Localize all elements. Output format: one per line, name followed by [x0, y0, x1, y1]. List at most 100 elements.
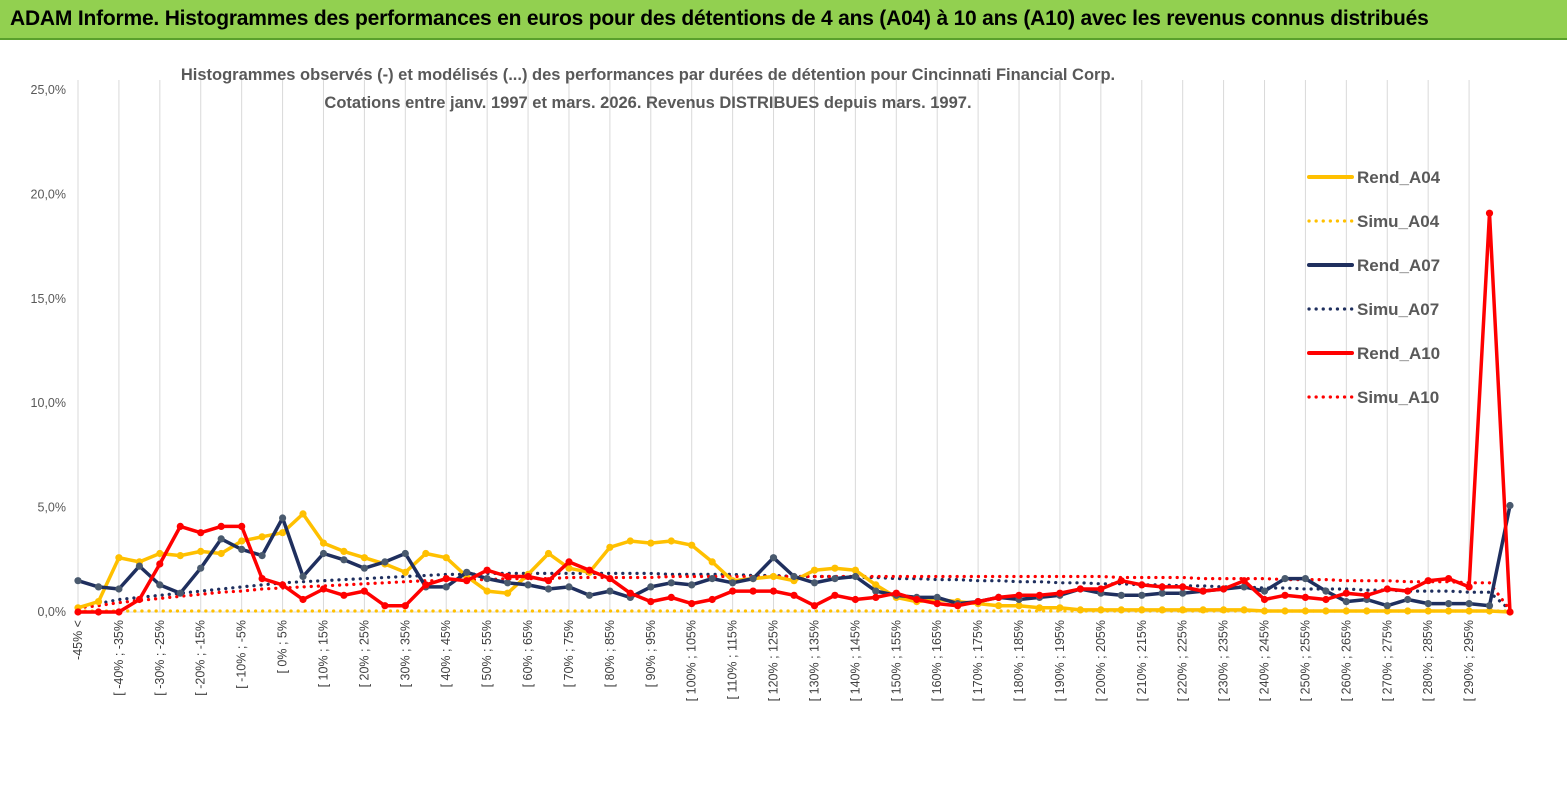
- data-point: [156, 581, 164, 589]
- data-point: [74, 608, 82, 616]
- series-rend-a07: [74, 501, 1514, 610]
- x-tick-label: [ 270% ; 275%: [1380, 620, 1394, 701]
- data-point: [1015, 591, 1023, 599]
- data-point: [1465, 583, 1473, 591]
- data-point: [115, 585, 123, 593]
- data-point: [810, 602, 819, 610]
- x-tick-label: [ 110% ; 115%: [726, 620, 740, 699]
- data-point: [933, 600, 941, 608]
- vertical-gridlines: [77, 80, 1470, 612]
- data-point: [626, 589, 634, 597]
- data-point: [1301, 593, 1309, 602]
- data-point: [749, 575, 757, 583]
- data-point: [606, 543, 614, 551]
- legend-label: Simu_A04: [1357, 212, 1440, 231]
- data-point: [1035, 604, 1044, 612]
- data-point: [790, 591, 798, 599]
- data-point: [1424, 577, 1432, 585]
- data-point: [442, 575, 450, 583]
- data-point: [1097, 606, 1105, 614]
- data-point: [422, 581, 430, 589]
- data-point: [238, 537, 246, 545]
- data-point: [606, 575, 614, 583]
- legend-label: Simu_A10: [1357, 388, 1439, 407]
- data-point: [1445, 607, 1453, 615]
- data-point: [463, 568, 471, 576]
- data-point: [319, 539, 328, 547]
- legend-label: Rend_A10: [1357, 344, 1440, 363]
- data-point: [94, 583, 103, 591]
- data-point: [442, 583, 450, 591]
- data-point: [544, 549, 553, 558]
- x-tick-label: [ 250% ; 255%: [1298, 620, 1312, 701]
- data-point: [872, 593, 880, 602]
- report-banner: ADAM Informe. Histogrammes des performan…: [0, 0, 1567, 40]
- data-point: [1485, 607, 1494, 615]
- y-tick-label: 20,0%: [31, 187, 66, 201]
- data-point: [217, 522, 225, 530]
- data-point: [1117, 577, 1125, 585]
- data-point: [360, 554, 368, 562]
- data-point: [851, 566, 860, 574]
- data-point: [1424, 607, 1432, 615]
- data-point: [1363, 591, 1371, 599]
- data-point: [340, 547, 348, 555]
- data-point: [1179, 589, 1187, 597]
- data-point: [1301, 607, 1309, 615]
- chart-title: Histogrammes observés (-) et modélisés (…: [181, 66, 1115, 84]
- data-point: [933, 593, 941, 602]
- x-tick-label: [ 70% ; 75%: [562, 620, 576, 687]
- data-point: [176, 552, 184, 560]
- x-tick-label: [ 130% ; 135%: [807, 620, 821, 701]
- data-point: [1076, 606, 1084, 614]
- x-tick-label: [ 0% ; 5%: [276, 620, 290, 674]
- data-point: [1281, 575, 1289, 583]
- data-point: [1260, 607, 1269, 615]
- data-point: [463, 577, 471, 585]
- x-axis: -45% < [ -40% ; -35% [ -30% ; -25% [ -20% ;…: [71, 620, 1476, 701]
- data-point: [197, 529, 205, 537]
- data-point: [544, 585, 553, 593]
- data-point: [1076, 585, 1084, 593]
- data-point: [1220, 606, 1228, 614]
- x-tick-label: [ 280% ; 285%: [1421, 620, 1435, 701]
- data-point: [1445, 575, 1453, 583]
- legend-label: Rend_A04: [1357, 168, 1441, 187]
- data-point: [381, 602, 389, 610]
- data-point: [1342, 607, 1350, 615]
- data-point: [544, 577, 553, 585]
- report-banner-title: ADAM Informe. Histogrammes des performan…: [10, 7, 1429, 30]
- data-point: [1404, 607, 1412, 615]
- x-tick-label: [ 210% ; 215%: [1135, 620, 1149, 701]
- series-layer: [74, 209, 1514, 616]
- data-point: [483, 587, 491, 595]
- data-point: [504, 579, 512, 587]
- data-point: [1260, 595, 1269, 604]
- data-point: [360, 564, 368, 572]
- data-point: [1383, 607, 1391, 615]
- data-point: [504, 589, 512, 597]
- data-point: [115, 554, 123, 562]
- data-point: [504, 572, 512, 581]
- data-point: [667, 579, 675, 587]
- data-point: [872, 587, 880, 595]
- data-point: [995, 593, 1003, 602]
- data-point: [565, 564, 573, 572]
- data-point: [1117, 606, 1125, 614]
- x-tick-label: [ 160% ; 165%: [930, 620, 944, 701]
- data-point: [1383, 602, 1391, 610]
- data-point: [94, 598, 103, 606]
- y-axis: 0,0% 5,0% 10,0% 15,0% 20,0% 25,0%: [31, 83, 66, 619]
- data-point: [1424, 600, 1432, 608]
- data-point: [1220, 585, 1228, 593]
- data-point: [1179, 606, 1187, 614]
- data-point: [1240, 577, 1248, 585]
- data-point: [1342, 598, 1350, 606]
- data-point: [1322, 607, 1330, 615]
- data-point: [1240, 606, 1248, 614]
- data-point: [1138, 591, 1146, 599]
- data-point: [217, 535, 225, 543]
- x-tick-label: [ 20% ; 25%: [357, 620, 371, 687]
- data-point: [176, 589, 184, 597]
- data-point: [1383, 585, 1391, 593]
